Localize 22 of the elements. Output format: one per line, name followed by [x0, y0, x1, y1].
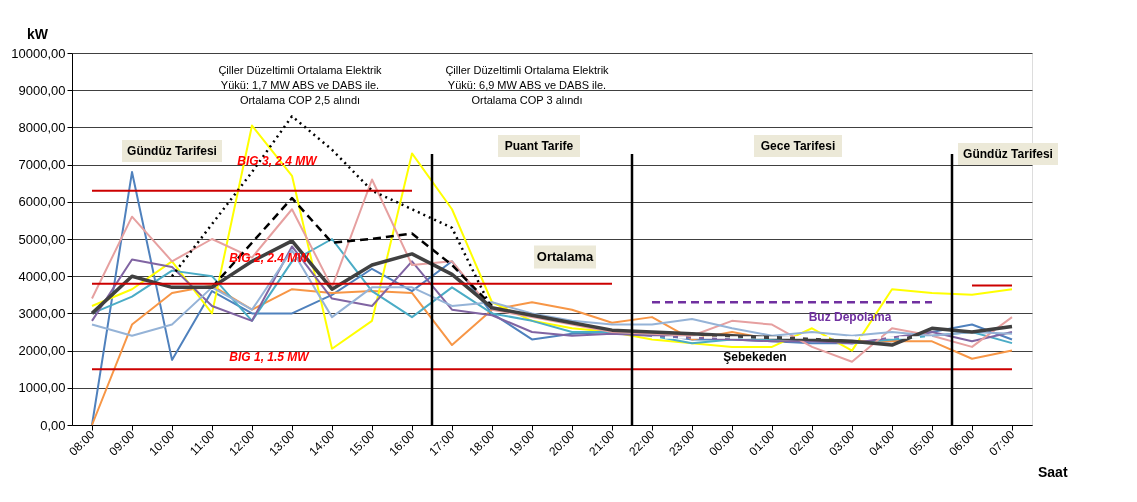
y-tick-label: 7000,00 [18, 157, 66, 173]
y-tick-label: 4000,00 [18, 268, 66, 284]
y-tick-label: 8000,00 [18, 119, 66, 135]
y-tick-label: 10000,00 [11, 45, 66, 61]
y-tick-label: 6000,00 [18, 194, 66, 210]
y-tick-label: 3000,00 [18, 305, 66, 321]
annotation: Çiller Düzeltimli Ortalama Elektrik Yükü: 6,9 MW ABS ve DABS ile. Ortalama COP 3 alındı [445, 64, 610, 106]
y-tick-label: 9000,00 [18, 82, 66, 98]
annotation: Gündüz Tarifesi [963, 147, 1053, 161]
x-axis-title: Saat [1038, 464, 1068, 480]
annotation: Puant Tarife [504, 139, 574, 153]
annotation: Şebekeden [723, 350, 787, 364]
annotation: Gece Tarifesi [760, 139, 836, 153]
y-tick-label: 0,00 [40, 417, 66, 433]
y-tick-label: 5000,00 [18, 231, 66, 247]
annotation: Çiller Düzeltimli Ortalama Elektrik Yükü: 1,7 MW ABS ve DABS ile. Ortalama COP 2,5 alındı [218, 64, 383, 106]
y-tick-label: 1000,00 [18, 380, 66, 396]
annotation: Gündüz Tarifesi [127, 144, 217, 158]
y-tick-label: 2000,00 [18, 343, 66, 359]
y-axis-title: kW [27, 26, 49, 42]
annotation: Ortalama [536, 249, 594, 264]
annotation: BIG 1, 1.5 MW [229, 350, 311, 364]
